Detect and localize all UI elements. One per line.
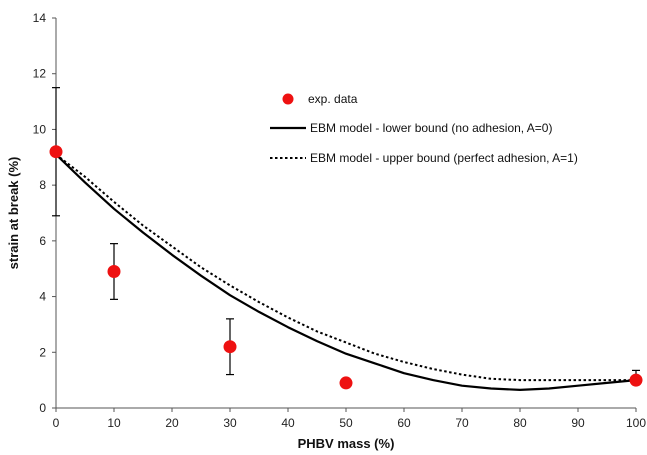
- x-tick-label: 90: [571, 416, 585, 430]
- x-axis-title: PHBV mass (%): [298, 436, 395, 451]
- x-tick-label: 100: [626, 416, 646, 430]
- lower-bound-line: [55, 153, 637, 391]
- data-point: [49, 145, 63, 159]
- x-tick-label: 50: [339, 416, 353, 430]
- upper-bound-line: [55, 153, 636, 382]
- data-points: [49, 145, 643, 390]
- y-tick-label: 12: [33, 67, 47, 81]
- y-axis-title: strain at break (%): [6, 157, 21, 270]
- y-tick-label: 0: [39, 401, 46, 415]
- y-tick-label: 6: [39, 234, 46, 248]
- y-tick-label: 10: [33, 122, 47, 136]
- y-tick-label: 8: [39, 178, 46, 192]
- data-point: [107, 265, 121, 278]
- x-axis-ticks: 0 10 20 30 40 50 60 70 80 90 100: [53, 408, 646, 430]
- legend-label: exp. data: [308, 92, 358, 106]
- x-tick-label: 0: [53, 416, 60, 430]
- y-axis-ticks: 0 2 4 6 8 10 12 14: [33, 11, 56, 415]
- data-point: [629, 373, 643, 387]
- legend-label: EBM model - upper bound (perfect adhesio…: [310, 151, 578, 165]
- x-tick-label: 20: [165, 416, 179, 430]
- x-tick-label: 70: [455, 416, 469, 430]
- y-tick-label: 4: [39, 290, 46, 304]
- x-tick-label: 30: [223, 416, 237, 430]
- data-point: [223, 340, 237, 354]
- x-tick-label: 40: [281, 416, 295, 430]
- axes: [55, 18, 636, 409]
- data-point: [339, 376, 353, 390]
- legend-label: EBM model - lower bound (no adhesion, A=…: [310, 121, 552, 135]
- x-tick-label: 10: [107, 416, 121, 430]
- y-tick-label: 2: [39, 345, 46, 359]
- x-tick-label: 60: [397, 416, 411, 430]
- y-tick-label: 14: [33, 11, 47, 25]
- legend-marker-exp-data: [282, 93, 294, 105]
- legend: exp. data EBM model - lower bound (no adh…: [270, 92, 578, 165]
- model-lines: [55, 153, 637, 391]
- x-tick-label: 80: [513, 416, 527, 430]
